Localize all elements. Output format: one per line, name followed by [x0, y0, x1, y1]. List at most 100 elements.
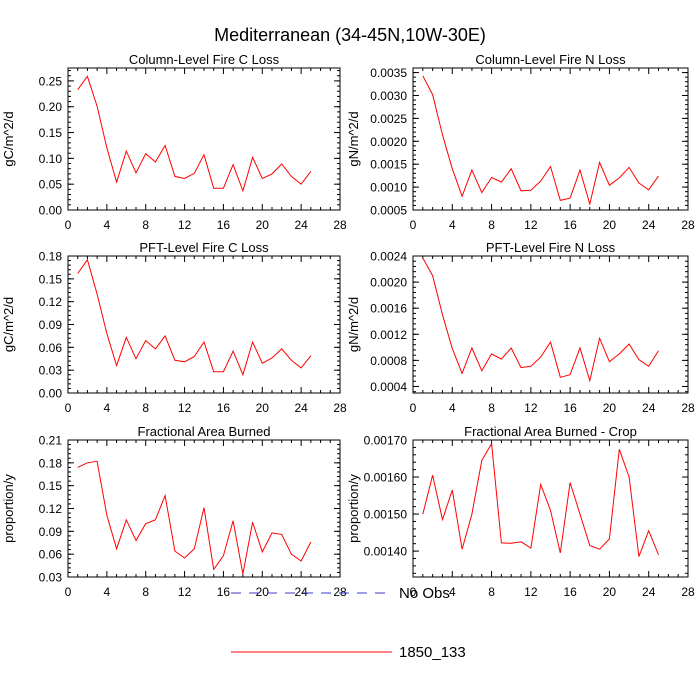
x-tick-label: 28: [333, 401, 347, 415]
x-tick-label: 4: [449, 218, 456, 232]
x-tick-label: 12: [524, 218, 538, 232]
x-tick-label: 16: [217, 401, 231, 415]
y-tick-label: 0.12: [39, 502, 63, 516]
y-tick-label: 0.00160: [364, 471, 408, 485]
y-tick-label: 0.0030: [370, 89, 407, 103]
x-tick-label: 16: [563, 401, 577, 415]
y-tick-label: 0.18: [39, 456, 63, 470]
x-tick-label: 16: [563, 585, 577, 599]
chart-panel-4: PFT-Level Fire N Loss gN/m^2/d 0 4 8 12 16 20 24…: [346, 240, 695, 415]
y-tick-label: 0.12: [39, 295, 63, 309]
x-tick-label: 12: [178, 218, 192, 232]
y-tick-label: 0.0004: [370, 380, 407, 394]
x-tick-label: 4: [104, 218, 111, 232]
y-tick-label: 0.00: [39, 387, 63, 401]
plot-frame: [67, 255, 341, 394]
y-axis-label: proportion/y: [346, 474, 361, 543]
y-tick-label: 0.06: [39, 548, 63, 562]
figure-title: Mediterranean (34-45N,10W-30E): [214, 25, 486, 45]
y-tick-label: 0.09: [39, 525, 63, 539]
x-tick-label: 8: [488, 218, 495, 232]
y-tick-label: 0.0010: [370, 181, 407, 195]
plot-frame: [412, 255, 689, 394]
x-tick-label: 0: [410, 585, 417, 599]
y-tick-label: 0.0024: [370, 250, 407, 264]
y-tick-label: 0.00150: [364, 508, 408, 522]
x-tick-label: 0: [410, 401, 417, 415]
x-tick-label: 0: [65, 585, 72, 599]
legend-label-1850-133: 1850_133: [399, 644, 466, 661]
x-tick-label: 28: [681, 218, 695, 232]
x-tick-label: 0: [65, 401, 72, 415]
y-tick-label: 0.15: [39, 126, 63, 140]
legend-label-no-obs: No Obs: [399, 585, 450, 602]
y-tick-label: 0.03: [39, 364, 63, 378]
series-line-1850-133: [422, 442, 659, 557]
y-tick-label: 0.25: [39, 74, 63, 88]
x-tick-label: 24: [642, 585, 656, 599]
y-tick-label: 0.21: [39, 434, 63, 448]
y-axis-label: proportion/y: [1, 474, 16, 543]
y-tick-label: 0.20: [39, 100, 63, 114]
y-tick-label: 0.18: [39, 250, 63, 264]
y-tick-label: 0.03: [39, 571, 63, 585]
legend: No Obs 1850_133: [231, 585, 466, 661]
y-tick-label: 0.0025: [370, 112, 407, 126]
y-tick-label: 0.0020: [370, 276, 407, 290]
x-tick-label: 16: [217, 585, 231, 599]
x-tick-label: 16: [217, 218, 231, 232]
x-tick-label: 24: [294, 218, 308, 232]
plot-frame: [67, 67, 341, 211]
chart-title: PFT-Level Fire N Loss: [486, 240, 616, 255]
chart-panel-3: PFT-Level Fire C Loss gC/m^2/d 0 4 8 12 16 20 24…: [1, 240, 347, 415]
chart-panel-1: Column-Level Fire C Loss gC/m^2/d 0 4 8 12 16 2…: [1, 52, 347, 232]
x-tick-label: 8: [488, 401, 495, 415]
y-tick-label: 0.00170: [364, 434, 408, 448]
series-line-1850-133: [77, 460, 312, 575]
x-tick-label: 20: [603, 218, 617, 232]
x-tick-label: 8: [142, 401, 149, 415]
y-axis-label: gC/m^2/d: [1, 297, 16, 352]
x-tick-label: 8: [142, 585, 149, 599]
x-tick-label: 20: [256, 218, 270, 232]
chart-panel-2: Column-Level Fire N Loss gN/m^2/d 0 4 8 12 16 2…: [346, 52, 695, 232]
y-tick-label: 0.0012: [370, 328, 407, 342]
x-tick-label: 8: [142, 218, 149, 232]
chart-title: Column-Level Fire C Loss: [129, 52, 280, 67]
panels: Column-Level Fire C Loss gC/m^2/d 0 4 8 12 16 2…: [1, 52, 695, 599]
y-tick-label: 0.15: [39, 272, 63, 286]
y-tick-label: 0.06: [39, 341, 63, 355]
chart-panel-6: Fractional Area Burned - Crop proportion/…: [346, 424, 695, 599]
y-axis-label: gN/m^2/d: [346, 297, 361, 352]
y-tick-label: 0.09: [39, 318, 63, 332]
x-tick-label: 24: [294, 585, 308, 599]
chart-panel-5: Fractional Area Burned proportion/y 0 4 8 12 1…: [1, 424, 347, 599]
plot-frame: [412, 439, 689, 578]
x-tick-label: 0: [65, 218, 72, 232]
x-tick-label: 24: [642, 218, 656, 232]
x-tick-label: 28: [333, 218, 347, 232]
x-tick-label: 20: [256, 401, 270, 415]
x-tick-label: 8: [488, 585, 495, 599]
y-tick-label: 0.0020: [370, 135, 407, 149]
y-tick-label: 0.15: [39, 479, 63, 493]
x-tick-label: 12: [524, 401, 538, 415]
x-tick-label: 4: [104, 401, 111, 415]
y-tick-label: 0.10: [39, 152, 63, 166]
x-tick-label: 12: [524, 585, 538, 599]
y-tick-label: 0.00: [39, 204, 63, 218]
x-tick-label: 20: [256, 585, 270, 599]
x-tick-label: 24: [642, 401, 656, 415]
series-line-1850-133: [77, 75, 312, 193]
y-tick-label: 0.0015: [370, 158, 407, 172]
x-tick-label: 24: [294, 401, 308, 415]
y-axis-label: gC/m^2/d: [1, 111, 16, 166]
x-tick-label: 0: [410, 218, 417, 232]
x-tick-label: 4: [449, 401, 456, 415]
x-tick-label: 28: [681, 585, 695, 599]
series-line-1850-133: [77, 258, 312, 377]
y-tick-label: 0.0016: [370, 302, 407, 316]
chart-title: PFT-Level Fire C Loss: [139, 240, 269, 255]
x-tick-label: 4: [104, 585, 111, 599]
